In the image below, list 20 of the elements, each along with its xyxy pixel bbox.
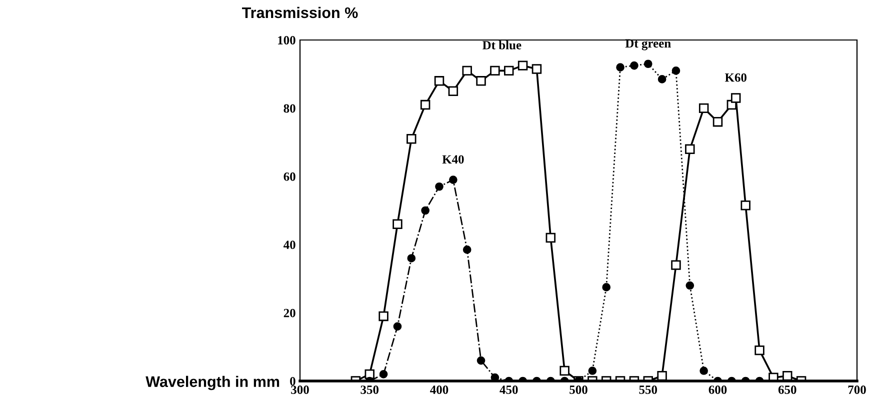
series-label: K60 [724,73,746,82]
series-label: K40 [442,155,464,164]
y-tick-label: 60 [284,172,296,181]
x-tick-label: 600 [708,386,727,394]
x-tick-label: 450 [500,386,518,394]
y-tick-label: 20 [284,308,296,318]
y-tick-label: 100 [278,36,296,44]
series-label: Dt blue [482,40,522,50]
x-tick-label: 350 [360,386,379,394]
x-tick-label: 400 [430,386,448,394]
y-tick-label: 40 [284,240,296,250]
x-tick-label: 550 [639,386,658,394]
x-tick-label: 500 [570,386,588,394]
x-tick-label: 650 [778,386,796,394]
y-tick-label: 80 [284,104,296,113]
y-axis-title: Transmission % [242,6,358,18]
x-tick-label: 700 [848,386,866,394]
x-tick-label: 300 [291,386,309,394]
x-axis-title: Wavelength in mm [146,376,280,390]
y-tick-label: 0 [290,377,296,386]
